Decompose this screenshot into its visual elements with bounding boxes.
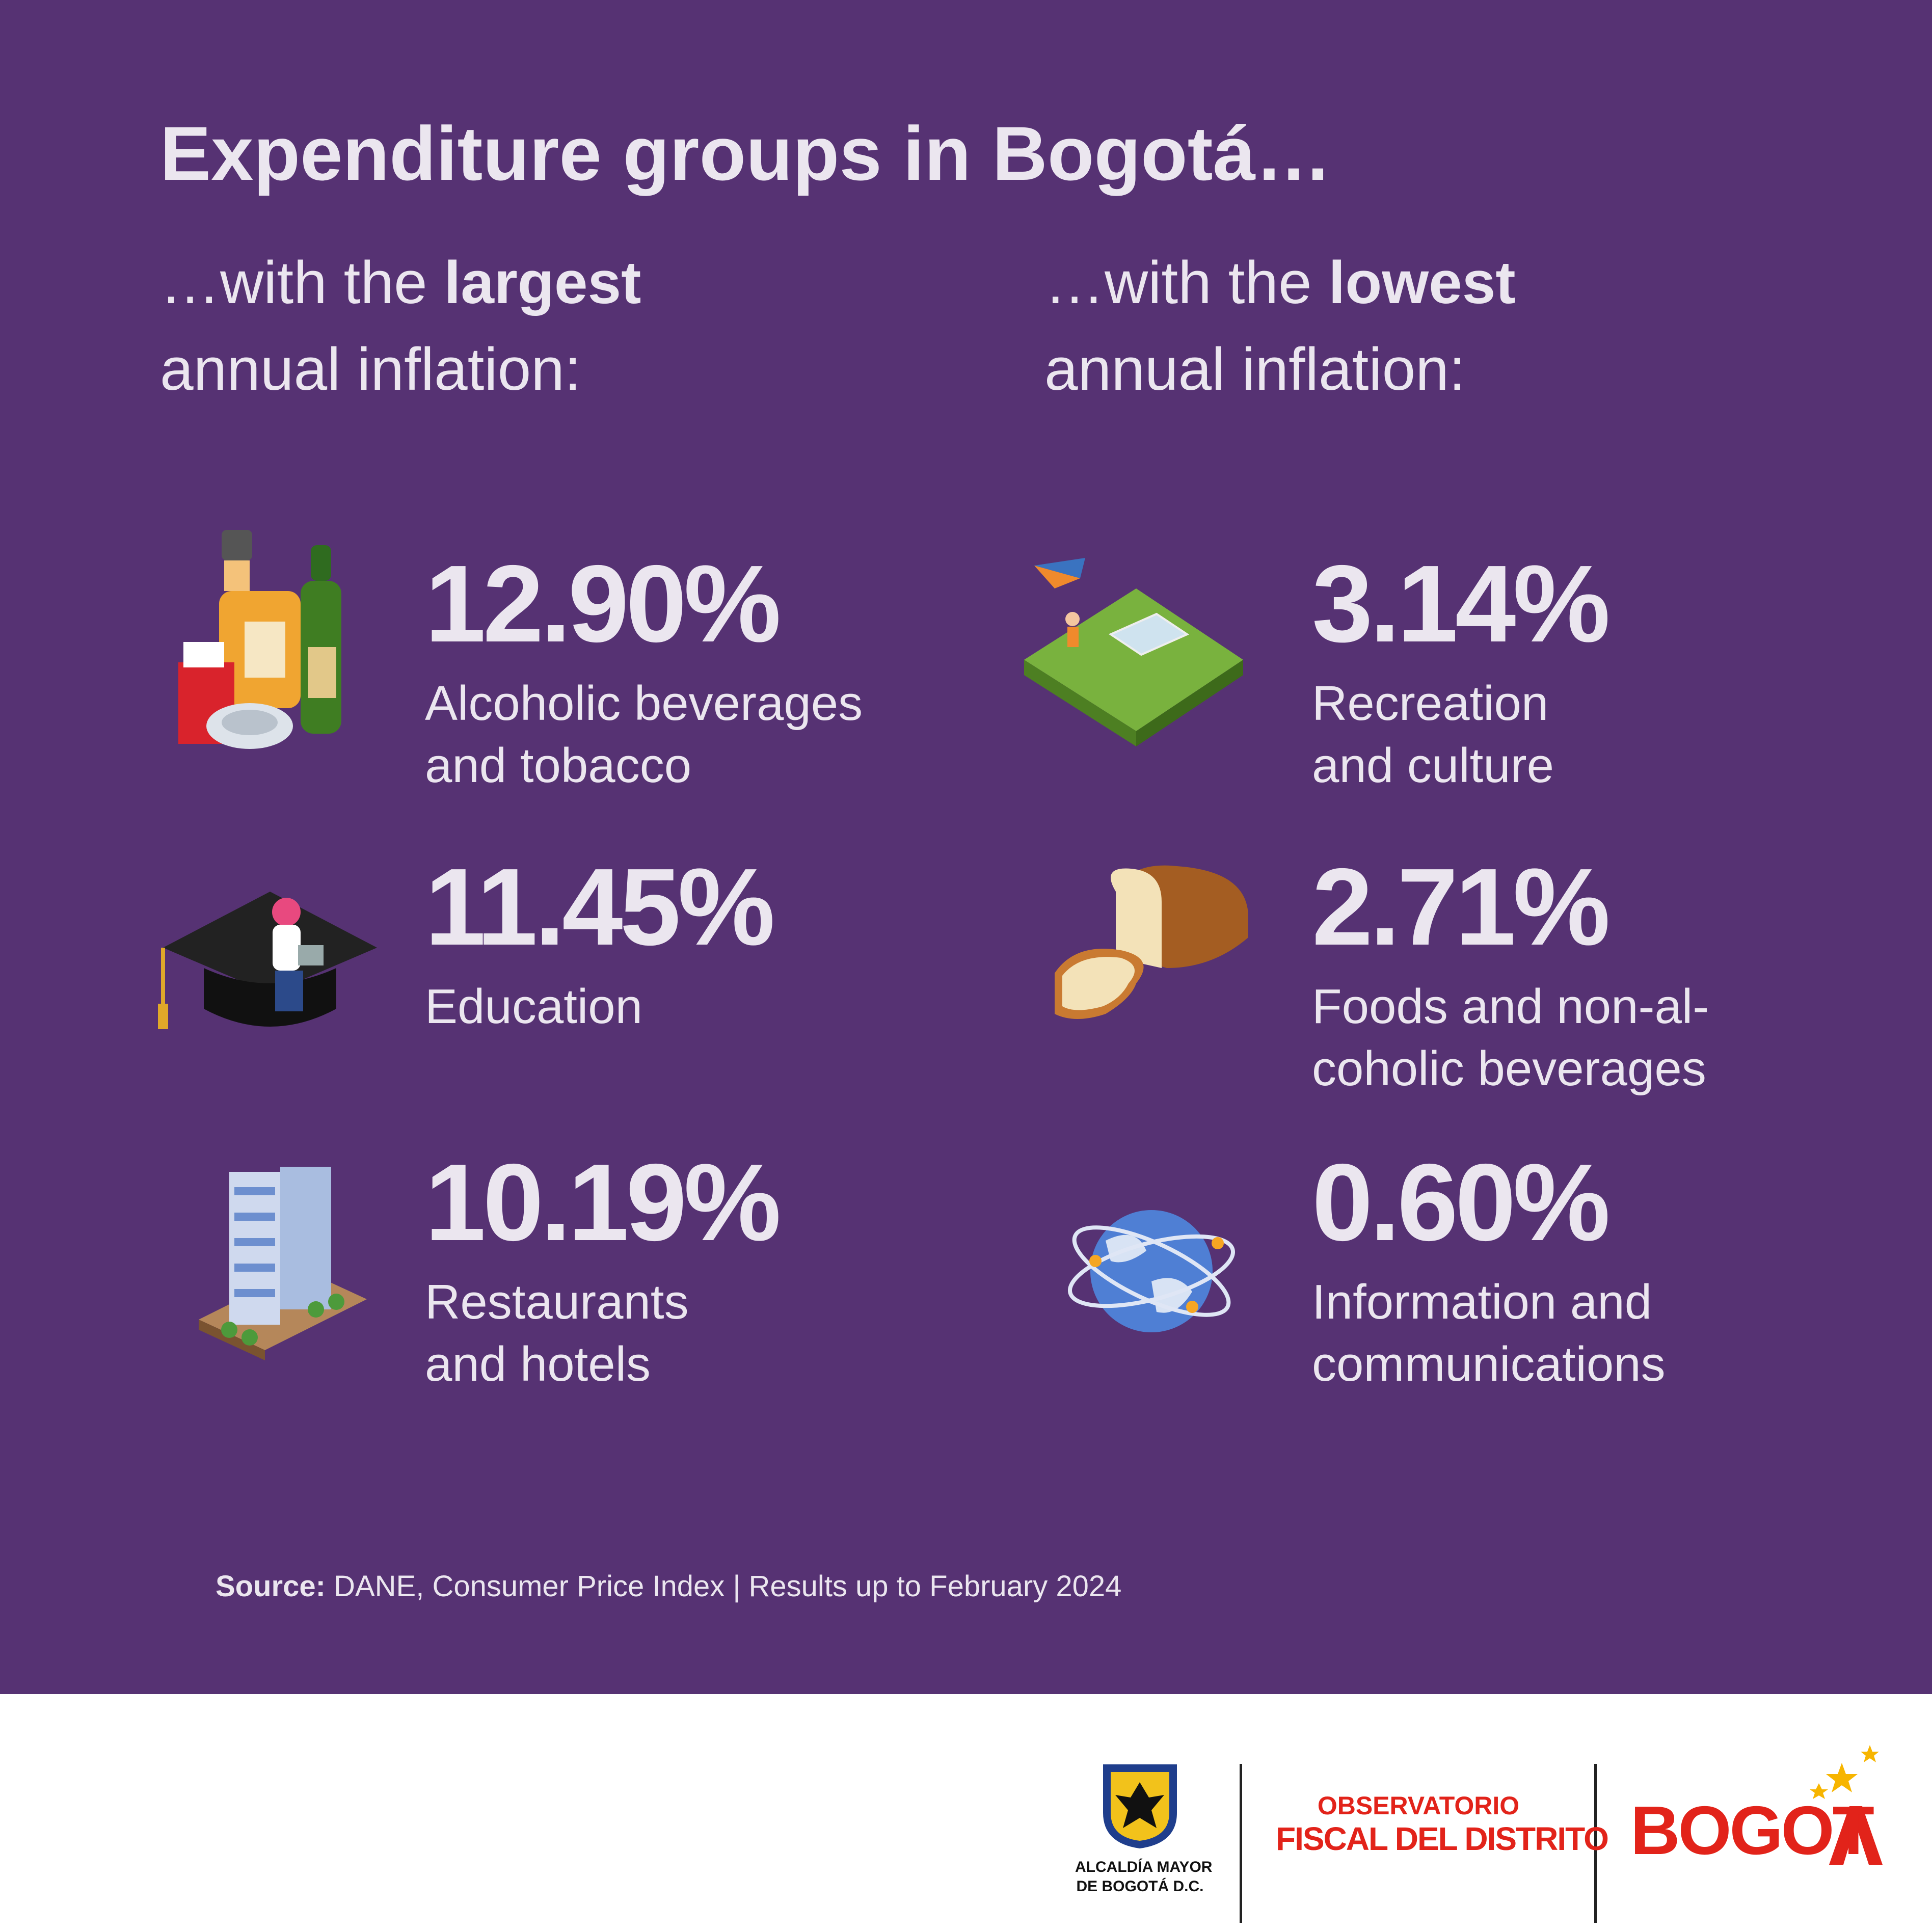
subtitle-text: …with the	[160, 249, 444, 316]
group-label: and hotels	[425, 1337, 651, 1391]
source-text: DANE, Consumer Price Index | Results up …	[325, 1570, 1122, 1603]
subtitle-text: …with the	[1044, 249, 1329, 316]
alcaldia-text: DE BOGOTÁ D.C.	[1076, 1878, 1204, 1895]
group-label: and culture	[1312, 738, 1554, 793]
group-label: Information and	[1312, 1275, 1652, 1329]
inflation-value: 12.90%	[425, 542, 781, 665]
group-label: coholic beverages	[1312, 1041, 1706, 1096]
source: Source: DANE, Consumer Price Index | Res…	[216, 1569, 1121, 1603]
group-label: and tobacco	[425, 738, 692, 793]
subtitle-line: …with the lowest	[1044, 239, 1516, 326]
group-label: Education	[425, 979, 642, 1034]
source-label: Source:	[216, 1570, 326, 1603]
globe-icon	[1067, 1210, 1236, 1332]
subtitle-line: annual inflation:	[1044, 336, 1466, 403]
alcohol-icon	[178, 530, 341, 749]
group-label: Alcoholic beverages	[425, 676, 863, 731]
bread-icon	[1055, 865, 1248, 1019]
inflation-value: 11.45%	[425, 845, 775, 968]
group-label: Foods and non-al-	[1312, 979, 1709, 1034]
group-label: Restaurants	[425, 1275, 689, 1329]
hotel-icon	[199, 1167, 367, 1360]
divider	[1594, 1764, 1597, 1923]
background	[0, 0, 1932, 1694]
bogota-logo: BOGOT	[1630, 1792, 1874, 1869]
education-icon	[158, 892, 377, 1029]
inflation-value: 10.19%	[425, 1141, 781, 1264]
subtitle-emphasis: lowest	[1328, 249, 1516, 316]
recreation-icon	[1024, 558, 1243, 746]
title: Expenditure groups in Bogotá…	[160, 111, 1332, 196]
subtitle-line: …with the largest	[160, 239, 641, 326]
divider	[1240, 1764, 1242, 1923]
observatorio-text: OBSERVATORIO	[1317, 1791, 1520, 1820]
subtitle-emphasis: largest	[444, 249, 641, 316]
bogota-logo-mark	[1810, 1745, 1883, 1865]
group-label: communications	[1312, 1337, 1666, 1391]
group-label: Recreation	[1312, 676, 1549, 731]
inflation-value: 0.60%	[1312, 1141, 1611, 1264]
inflation-value: 2.71%	[1312, 845, 1611, 968]
subtitle-line: annual inflation:	[160, 336, 581, 403]
observatorio-text: FISCAL DEL DISTRITO	[1276, 1820, 1609, 1857]
alcaldia-text: ALCALDÍA MAYOR	[1075, 1859, 1213, 1875]
crest	[1103, 1764, 1177, 1848]
inflation-value: 3.14%	[1312, 542, 1611, 665]
